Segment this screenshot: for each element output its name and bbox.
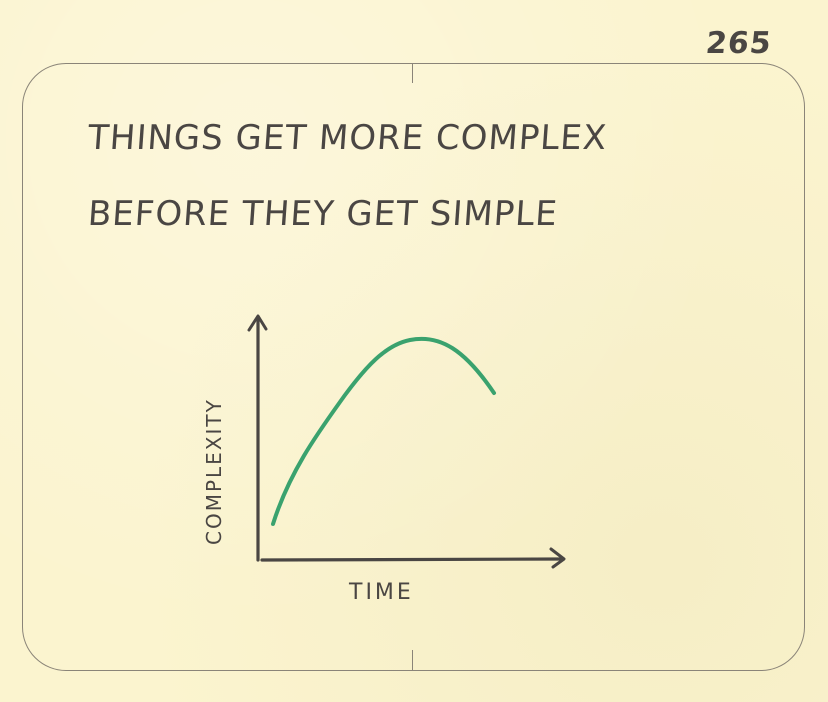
y-axis-arrow-icon xyxy=(247,314,268,332)
x-axis-arrow-icon xyxy=(549,547,566,569)
x-axis-label: TIME xyxy=(349,580,414,605)
frame-tick-bottom xyxy=(412,650,413,671)
card-frame xyxy=(22,63,805,671)
complexity-curve xyxy=(271,336,496,526)
x-axis xyxy=(260,557,564,562)
frame-tick-top xyxy=(412,63,413,83)
y-axis-label: COMPLEXITY xyxy=(202,398,226,545)
